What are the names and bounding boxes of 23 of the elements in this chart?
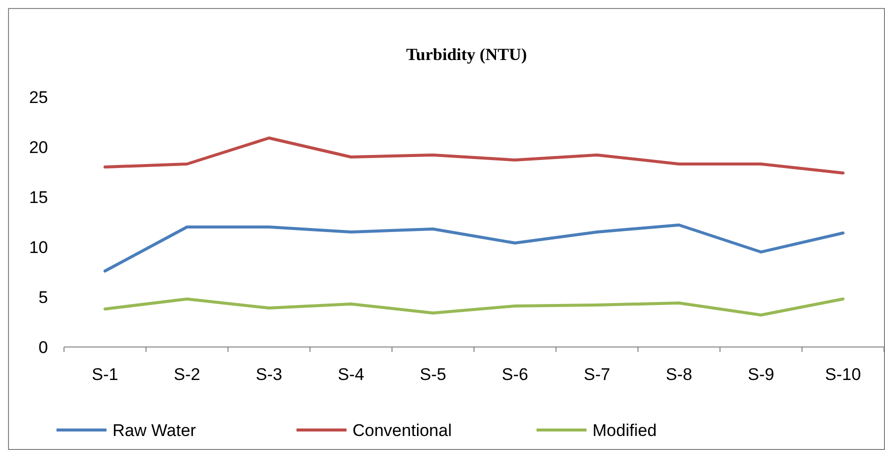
y-tick-label: 15 (29, 188, 48, 207)
legend-label: Conventional (352, 420, 452, 440)
x-tick-label: S-5 (420, 365, 446, 384)
x-tick-label: S-8 (666, 365, 692, 384)
x-tick-label: S-9 (748, 365, 774, 384)
x-tick-label: S-6 (502, 365, 528, 384)
y-tick-label: 10 (29, 238, 48, 257)
line-series (104, 224, 844, 272)
x-tick-label: S-2 (174, 365, 200, 384)
x-tick-label: S-10 (825, 365, 861, 384)
x-tick-label: S-4 (338, 365, 364, 384)
y-tick-label: 20 (29, 138, 48, 157)
legend-label: Raw Water (112, 420, 196, 440)
chart-title: Turbidity (NTU) (406, 45, 527, 64)
y-tick-label: 0 (38, 338, 48, 357)
x-tick-label: S-7 (584, 365, 610, 384)
y-tick-label: 5 (38, 288, 48, 307)
line-series (104, 136, 844, 174)
x-tick-label: S-3 (256, 365, 282, 384)
x-tick-label: S-1 (92, 365, 118, 384)
y-tick-label: 25 (29, 88, 48, 107)
line-series (104, 298, 844, 316)
legend-label: Modified (592, 420, 657, 440)
